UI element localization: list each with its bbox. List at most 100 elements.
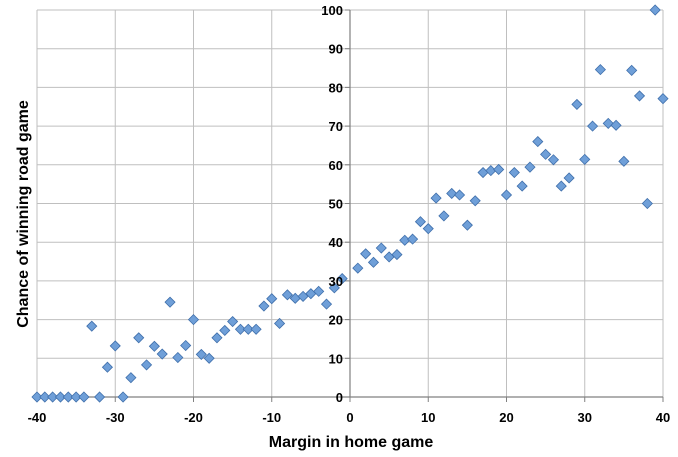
data-point — [274, 317, 286, 330]
data-point — [407, 233, 419, 245]
y-tick-label: 0 — [336, 390, 343, 405]
data-point — [579, 153, 591, 165]
data-point — [657, 93, 669, 105]
data-point — [602, 117, 614, 129]
x-axis-title: Margin in home game — [269, 434, 434, 451]
data-point — [438, 210, 450, 222]
y-tick-label: 70 — [329, 119, 343, 134]
data-point — [532, 136, 544, 148]
data-point — [266, 293, 278, 305]
data-point — [109, 340, 121, 352]
x-tick-label: -10 — [262, 410, 281, 425]
data-points — [31, 4, 669, 403]
data-point — [633, 90, 646, 102]
data-point — [414, 216, 426, 228]
data-point — [281, 289, 293, 301]
data-point — [195, 348, 207, 360]
data-point — [117, 391, 129, 403]
data-point — [234, 323, 247, 335]
data-point — [258, 300, 270, 312]
data-point — [31, 391, 43, 403]
y-tick-label: 90 — [329, 42, 343, 57]
data-point — [563, 172, 575, 184]
data-point — [430, 192, 442, 204]
data-point — [649, 4, 661, 16]
data-point — [493, 163, 505, 176]
data-point — [610, 119, 622, 131]
data-point — [571, 98, 583, 110]
data-point — [461, 219, 473, 231]
data-point — [540, 148, 552, 160]
data-point — [641, 197, 653, 210]
data-point — [618, 155, 630, 167]
y-tick-label: 60 — [329, 158, 343, 173]
data-point — [547, 154, 560, 166]
data-point — [78, 391, 90, 403]
data-point — [500, 189, 513, 201]
data-point — [187, 314, 200, 326]
data-point — [125, 372, 137, 384]
data-point — [62, 391, 74, 403]
data-point — [594, 64, 606, 76]
data-point — [524, 161, 536, 173]
data-point — [587, 120, 599, 132]
data-point — [54, 391, 67, 403]
data-point — [367, 256, 380, 268]
data-point — [70, 391, 82, 403]
data-point — [47, 391, 59, 403]
data-point — [250, 323, 262, 335]
x-tick-label: -40 — [28, 410, 47, 425]
data-point — [422, 223, 434, 235]
data-point — [211, 332, 223, 344]
y-tick-label: 30 — [329, 274, 343, 289]
data-point — [164, 296, 176, 308]
x-tick-label: 30 — [578, 410, 592, 425]
tick-labels: -40 -30 -20 -10 0 10 20 30 40 0 10 20 30 40 50 60 70 80 90… — [28, 3, 671, 425]
x-tick-label: -30 — [106, 410, 125, 425]
data-point — [508, 166, 520, 179]
data-point — [391, 249, 403, 261]
data-point — [328, 282, 340, 294]
data-point — [39, 391, 51, 403]
data-point — [626, 64, 638, 76]
y-axis-title: Chance of winning road game — [15, 100, 32, 328]
data-point — [469, 195, 481, 207]
x-tick-label: 20 — [499, 410, 513, 425]
data-point — [133, 332, 145, 344]
x-tick-label: -20 — [184, 410, 203, 425]
y-tick-label: 100 — [321, 3, 343, 18]
data-point — [313, 285, 325, 297]
data-point — [242, 323, 254, 335]
data-point — [180, 339, 192, 352]
data-point — [219, 324, 231, 337]
data-point — [336, 273, 348, 285]
data-point — [477, 166, 489, 179]
data-point — [140, 359, 153, 371]
data-point — [86, 320, 98, 332]
data-point — [320, 298, 333, 310]
data-point — [453, 189, 466, 201]
data-point — [148, 340, 160, 352]
data-point — [352, 262, 364, 274]
y-tick-label: 20 — [329, 313, 343, 328]
data-point — [360, 248, 372, 260]
x-tick-label: 0 — [346, 410, 353, 425]
x-tick-label: 10 — [421, 410, 435, 425]
data-point — [172, 351, 184, 364]
axes — [36, 9, 664, 402]
data-point — [555, 180, 567, 192]
y-tick-label: 50 — [329, 197, 343, 212]
data-point — [446, 187, 458, 200]
data-point — [101, 361, 113, 373]
y-tick-label: 40 — [329, 235, 343, 250]
data-point — [516, 180, 528, 192]
data-point — [227, 315, 239, 328]
data-point — [156, 348, 168, 360]
data-point — [203, 352, 215, 364]
x-tick-label: 40 — [656, 410, 670, 425]
data-point — [375, 242, 387, 254]
y-tick-label: 80 — [329, 80, 343, 95]
y-tick-label: 10 — [329, 351, 343, 366]
data-point — [94, 391, 106, 403]
